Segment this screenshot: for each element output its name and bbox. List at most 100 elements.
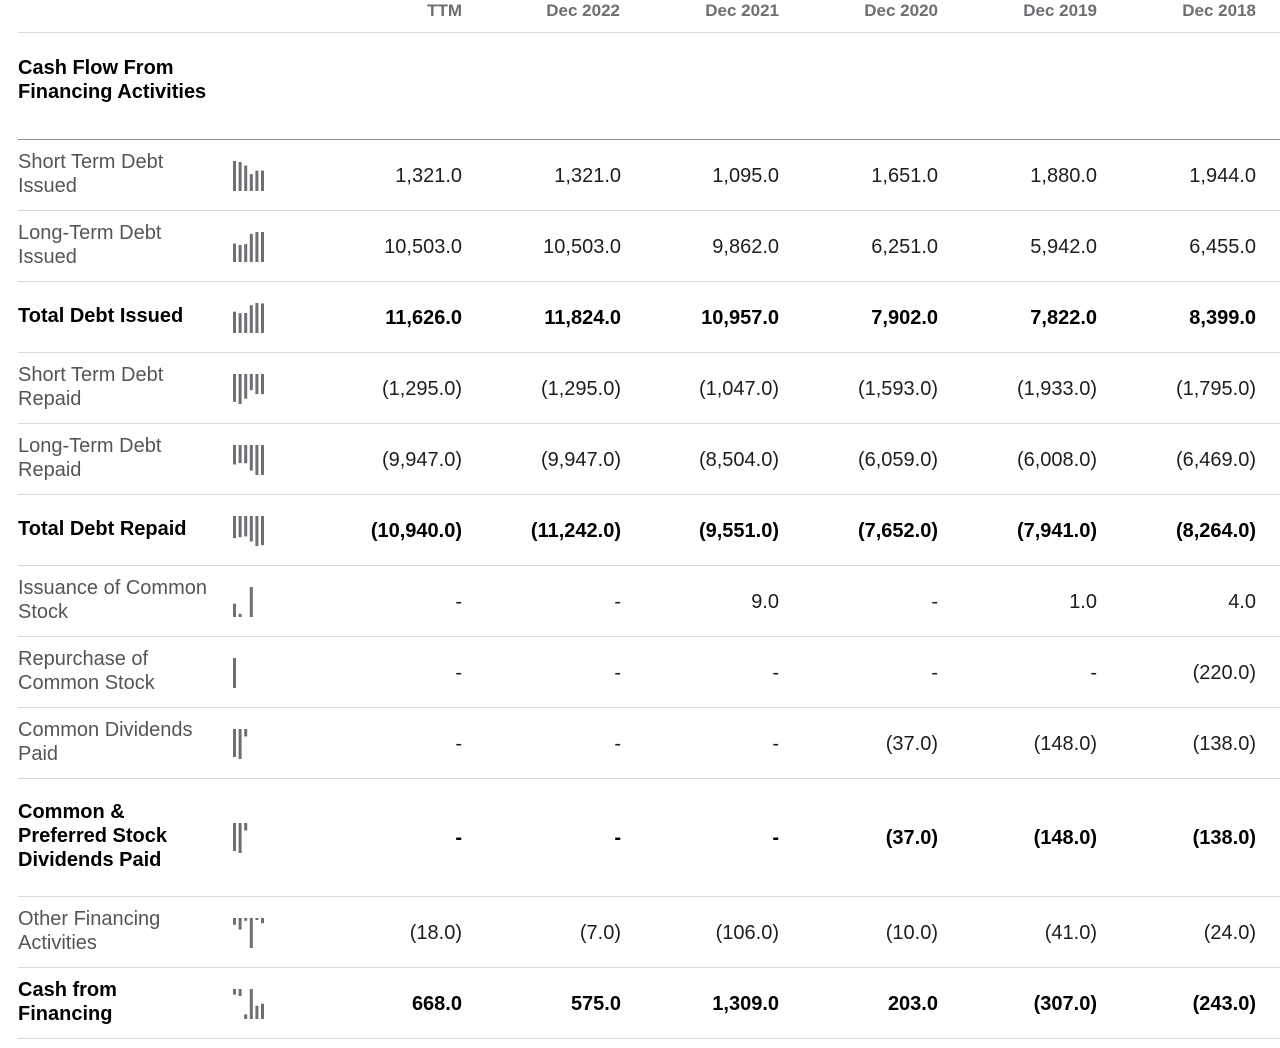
sparkline-bar bbox=[261, 303, 264, 333]
table-row-common-dividends-paid: Common Dividends Paid - - - (37.0) (148.0) (13… bbox=[0, 708, 1280, 779]
sparkline-bar bbox=[255, 302, 259, 333]
cell-ttm: - bbox=[455, 827, 462, 849]
row-label: Total Debt Issued bbox=[18, 304, 184, 327]
row-divider bbox=[18, 896, 1280, 897]
sparkline-icon[interactable] bbox=[232, 372, 268, 406]
row-divider bbox=[18, 494, 1280, 495]
sparkline-bar bbox=[238, 161, 242, 191]
sparkline-chart bbox=[233, 586, 253, 617]
cell-dec-2021: 1,095.0 bbox=[712, 164, 779, 187]
cell-dec-2021: 9,862.0 bbox=[712, 235, 779, 258]
cell-dec-2019: (41.0) bbox=[1044, 921, 1097, 944]
cell-dec-2022: - bbox=[614, 590, 621, 613]
column-header-dec-2018: Dec 2018 bbox=[1182, 1, 1256, 20]
cell-ttm: 668.0 bbox=[411, 992, 462, 1015]
sparkline-chart bbox=[233, 728, 248, 759]
cell-dec-2021: (106.0) bbox=[715, 921, 779, 944]
sparkline-bar bbox=[261, 515, 264, 545]
table-row-cash-from-financing: Cash from Financing 668.0 575.0 1,309.0 203.… bbox=[0, 968, 1280, 1039]
column-header-dec-2021: Dec 2021 bbox=[705, 1, 779, 20]
cell-dec-2022: (7.0) bbox=[579, 921, 621, 944]
row-divider bbox=[18, 281, 1280, 282]
row-label: Issuance of Common Stock bbox=[18, 576, 207, 623]
sparkline-chart bbox=[233, 917, 264, 948]
table-row-issuance-of-common-stock: Issuance of Common Stock - - 9.0 - 1.0 4.0 bbox=[0, 566, 1280, 637]
cell-dec-2021: (9,551.0) bbox=[698, 519, 779, 542]
sparkline-bar bbox=[261, 231, 264, 262]
sparkline-bar bbox=[249, 304, 253, 333]
cell-dec-2020: 1,651.0 bbox=[871, 164, 938, 187]
cell-dec-2019: (307.0) bbox=[1033, 992, 1097, 1015]
cell-dec-2022: 575.0 bbox=[570, 992, 621, 1015]
sparkline-icon[interactable] bbox=[232, 585, 268, 619]
sparkline-bar bbox=[244, 243, 248, 262]
cell-dec-2019: - bbox=[1090, 661, 1097, 684]
sparkline-bar bbox=[233, 444, 236, 464]
sparkline-bar bbox=[233, 311, 236, 333]
sparkline-bar bbox=[233, 657, 236, 688]
sparkline-icon[interactable] bbox=[232, 916, 268, 950]
sparkline-icon[interactable] bbox=[232, 230, 268, 264]
header-divider bbox=[18, 32, 1280, 33]
sparkline-icon[interactable] bbox=[232, 159, 268, 193]
sparkline-icon[interactable] bbox=[232, 821, 268, 855]
row-label: Long-Term Debt Repaid bbox=[18, 434, 162, 481]
row-divider bbox=[18, 967, 1280, 968]
sparkline-bar bbox=[261, 1003, 264, 1019]
cell-dec-2022: (9,947.0) bbox=[540, 448, 621, 471]
sparkline-chart bbox=[233, 302, 264, 333]
cell-dec-2021: (8,504.0) bbox=[698, 448, 779, 471]
cell-dec-2018: 6,455.0 bbox=[1189, 235, 1256, 258]
sparkline-icon[interactable] bbox=[232, 443, 268, 477]
cell-dec-2019: (6,008.0) bbox=[1016, 448, 1097, 471]
sparkline-bar bbox=[255, 231, 259, 262]
cell-ttm: (1,295.0) bbox=[381, 377, 462, 400]
cell-ttm: 11,626.0 bbox=[385, 306, 462, 329]
cell-dec-2019: 1.0 bbox=[1069, 590, 1097, 613]
table-row-long-term-debt-issued: Long-Term Debt Issued 10,503.0 10,503.0 9,8… bbox=[0, 211, 1280, 282]
sparkline-bar bbox=[233, 243, 236, 262]
cell-dec-2022: - bbox=[614, 827, 621, 849]
sparkline-bar bbox=[233, 823, 236, 851]
cell-dec-2022: - bbox=[614, 732, 621, 755]
cell-dec-2018: (1,795.0) bbox=[1175, 377, 1256, 400]
sparkline-chart bbox=[233, 373, 264, 404]
column-header-dec-2020: Dec 2020 bbox=[864, 1, 938, 20]
cell-dec-2018: (243.0) bbox=[1192, 992, 1256, 1015]
sparkline-bar bbox=[233, 728, 236, 757]
column-header-row: TTM Dec 2022 Dec 2021 Dec 2020 Dec 2019 … bbox=[0, 0, 1280, 32]
sparkline-bar bbox=[249, 917, 253, 948]
cell-dec-2018: 4.0 bbox=[1228, 590, 1256, 613]
sparkline-bar bbox=[249, 233, 253, 262]
sparkline-icon[interactable] bbox=[232, 514, 268, 548]
sparkline-bar bbox=[238, 988, 242, 996]
table-row-long-term-debt-repaid: Long-Term Debt Repaid (9,947.0) (9,947.0) (… bbox=[0, 424, 1280, 495]
sparkline-bar bbox=[233, 515, 236, 538]
row-label: Total Debt Repaid bbox=[18, 517, 187, 540]
column-header-dec-2022: Dec 2022 bbox=[546, 1, 620, 20]
row-divider bbox=[18, 778, 1280, 779]
cell-dec-2020: (37.0) bbox=[885, 732, 938, 755]
cell-dec-2018: 8,399.0 bbox=[1189, 306, 1256, 329]
cell-dec-2020: (1,593.0) bbox=[857, 377, 938, 400]
cell-dec-2021: - bbox=[772, 827, 779, 849]
cell-dec-2019: (1,933.0) bbox=[1016, 377, 1097, 400]
sparkline-icon[interactable] bbox=[232, 656, 268, 690]
column-header-dec-2019: Dec 2019 bbox=[1023, 1, 1097, 20]
table-row-short-term-debt-repaid: Short Term Debt Repaid (1,295.0) (1,295.0)… bbox=[0, 353, 1280, 424]
sparkline-bar bbox=[255, 444, 259, 475]
sparkline-bar bbox=[238, 917, 242, 930]
cell-ttm: - bbox=[455, 732, 462, 755]
cell-dec-2020: 203.0 bbox=[887, 992, 938, 1015]
sparkline-icon[interactable] bbox=[232, 987, 268, 1021]
row-divider bbox=[18, 565, 1280, 566]
sparkline-icon[interactable] bbox=[232, 301, 268, 335]
sparkline-bar bbox=[255, 170, 259, 191]
cell-ttm: 1,321.0 bbox=[395, 164, 462, 187]
sparkline-bar bbox=[233, 373, 236, 402]
sparkline-bar bbox=[249, 586, 253, 617]
row-label: Other Financing Activities bbox=[18, 907, 161, 954]
cell-dec-2020: - bbox=[931, 661, 938, 684]
sparkline-bar bbox=[249, 515, 253, 541]
sparkline-icon[interactable] bbox=[232, 727, 268, 761]
